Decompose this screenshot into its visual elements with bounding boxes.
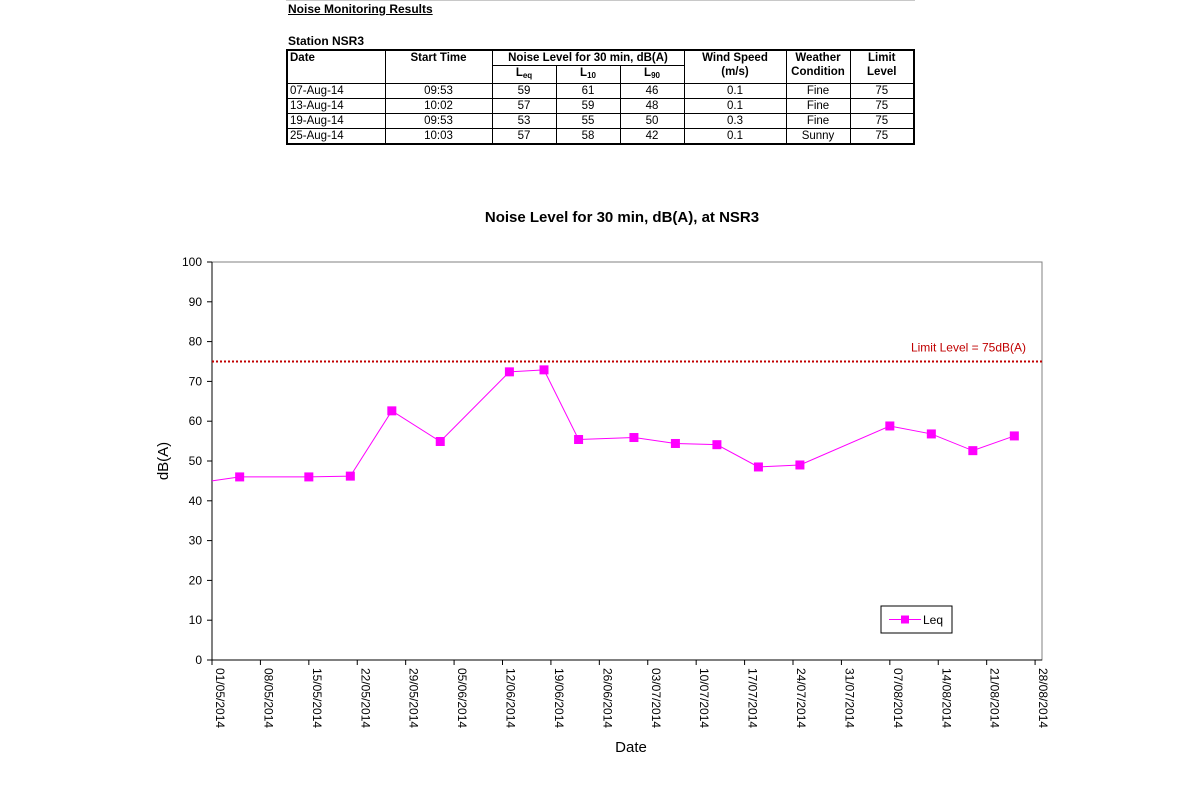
table-subheader-row: Leq L10 L90 <box>287 65 914 84</box>
data-point-leq <box>574 435 584 445</box>
y-tick-label: 30 <box>189 534 203 548</box>
x-tick-label: 05/06/2014 <box>455 668 469 728</box>
cell-wind: 0.1 <box>683 128 787 145</box>
x-tick-label: 12/06/2014 <box>504 668 518 728</box>
data-point-leq <box>504 367 514 377</box>
x-tick-label: 22/05/2014 <box>358 668 372 728</box>
y-tick-label: 80 <box>189 335 203 349</box>
x-tick-label: 07/08/2014 <box>891 668 905 728</box>
x-tick-label: 29/05/2014 <box>407 668 421 728</box>
x-tick-label: 28/08/2014 <box>1036 668 1050 728</box>
x-tick-label: 01/05/2014 <box>213 668 227 728</box>
data-point-leq <box>795 460 805 470</box>
cell-limit: 75 <box>849 113 915 129</box>
legend-marker <box>901 615 909 624</box>
x-tick-label: 31/07/2014 <box>842 668 856 728</box>
x-tick-label: 19/06/2014 <box>552 668 566 728</box>
x-tick-label: 21/08/2014 <box>988 668 1002 728</box>
x-tick-label: 14/08/2014 <box>939 668 953 728</box>
y-tick-label: 10 <box>189 613 203 627</box>
station-label: Station NSR3 <box>288 34 365 48</box>
series-line-leq <box>211 369 1015 482</box>
cell-limit: 75 <box>849 83 915 99</box>
table-row: 19-Aug-14 09:53 53 55 50 0.3 Fine 75 <box>286 113 915 129</box>
x-axis-label: Date <box>615 739 647 756</box>
x-tick-label: 03/07/2014 <box>649 668 663 728</box>
cell-weather: Sunny <box>785 128 851 145</box>
chart-title: Noise Level for 30 min, dB(A), at NSR3 <box>485 209 759 226</box>
legend-label: Leq <box>923 613 943 627</box>
cell-leq: 59 <box>491 83 557 99</box>
cell-weather: Fine <box>785 113 851 129</box>
cell-wind: 0.3 <box>683 113 787 129</box>
table-row: 07-Aug-14 09:53 59 61 46 0.1 Fine 75 <box>286 83 915 99</box>
data-point-leq <box>387 406 397 416</box>
data-point-leq <box>1009 431 1019 441</box>
cell-l10: 55 <box>555 113 621 129</box>
cell-l90: 42 <box>619 128 685 145</box>
data-point-leq <box>968 446 978 456</box>
y-axis-label: dB(A) <box>155 442 172 480</box>
header-wind-speed: Wind Speed (m/s) <box>683 49 787 84</box>
cell-limit: 75 <box>849 128 915 145</box>
cell-date: 19-Aug-14 <box>286 113 386 129</box>
cell-weather: Fine <box>785 98 851 114</box>
x-tick-label: 24/07/2014 <box>794 668 808 728</box>
data-point-leq <box>629 433 639 443</box>
y-tick-label: 100 <box>182 255 202 269</box>
x-tick-label: 10/07/2014 <box>697 668 711 728</box>
header-start-time: Start Time <box>384 49 493 84</box>
data-point-leq <box>235 472 245 482</box>
y-tick-label: 90 <box>189 295 203 309</box>
results-table: Date Start Time Noise Level for 30 min, … <box>286 49 915 145</box>
cell-start-time: 10:03 <box>384 128 493 145</box>
cell-leq: 53 <box>491 113 557 129</box>
data-point-leq <box>345 471 355 481</box>
table-row: 25-Aug-14 10:03 57 58 42 0.1 Sunny 75 <box>286 128 915 145</box>
report-heading: Noise Monitoring Results <box>288 2 433 16</box>
data-point-leq <box>304 472 314 482</box>
data-point-leq <box>539 365 549 375</box>
x-tick-label: 26/06/2014 <box>600 668 614 728</box>
limit-line-label: Limit Level = 75dB(A) <box>911 341 1026 355</box>
cell-date: 25-Aug-14 <box>286 128 386 145</box>
x-tick-label: 17/07/2014 <box>746 668 760 728</box>
plot-frame <box>211 261 1043 661</box>
heading-rule <box>286 0 915 1</box>
plot-area: 0 10 20 30 40 50 60 70 80 90 100 01/05/2014 08/05/20… <box>182 255 1050 728</box>
y-tick-label: 20 <box>189 573 203 587</box>
y-tick-label: 0 <box>195 653 202 667</box>
y-tick-label: 40 <box>189 494 203 508</box>
data-point-leq <box>926 429 936 439</box>
x-tick-label: 08/05/2014 <box>261 668 275 728</box>
cell-start-time: 09:53 <box>384 113 493 129</box>
x-tick-label: 15/05/2014 <box>310 668 324 728</box>
data-point-leq <box>712 440 722 450</box>
data-point-leq <box>885 421 895 431</box>
data-point-leq <box>753 462 763 472</box>
y-tick-label: 60 <box>189 414 203 428</box>
data-point-leq <box>670 438 680 448</box>
y-tick-label: 70 <box>189 374 203 388</box>
table-header-row: Date Start Time Noise Level for 30 min, … <box>286 49 915 84</box>
data-point-leq <box>435 436 445 446</box>
cell-date: 13-Aug-14 <box>286 98 386 114</box>
y-tick-label: 50 <box>189 454 203 468</box>
